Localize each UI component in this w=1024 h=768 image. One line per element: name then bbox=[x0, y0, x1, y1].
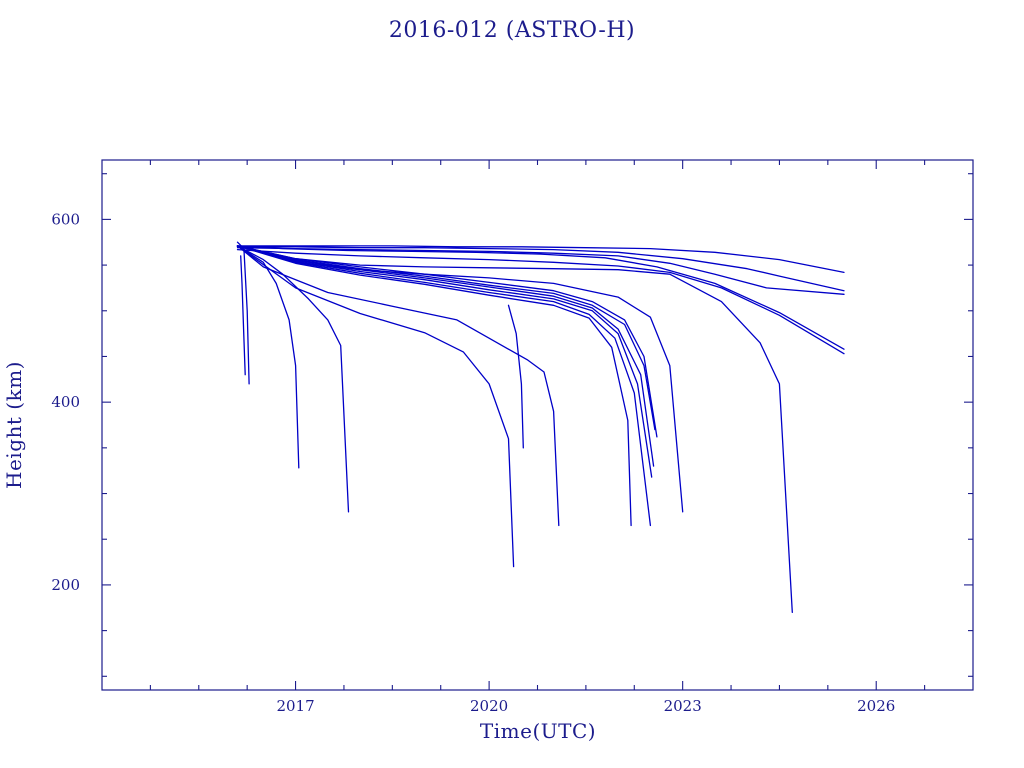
series-line-20 bbox=[240, 255, 246, 376]
axis-ticks bbox=[102, 160, 973, 690]
series-line-11 bbox=[236, 245, 632, 527]
x-axis-label: Time(UTC) bbox=[480, 719, 596, 743]
series-line-8 bbox=[236, 245, 655, 467]
y-tick-label: 400 bbox=[51, 393, 80, 411]
x-tick-label: 2023 bbox=[664, 697, 702, 715]
series-line-1 bbox=[236, 245, 845, 274]
series-line-15 bbox=[236, 245, 515, 568]
x-tick-label: 2017 bbox=[276, 697, 314, 715]
chart-title: 2016-012 (ASTRO-H) bbox=[389, 18, 635, 43]
series-line-18 bbox=[507, 304, 524, 449]
series-line-7 bbox=[236, 245, 656, 431]
series-line-3 bbox=[236, 247, 845, 295]
series-line-5 bbox=[236, 248, 845, 355]
series-line-4 bbox=[236, 245, 845, 350]
series-line-12 bbox=[236, 245, 684, 513]
series-line-13 bbox=[236, 245, 350, 513]
tick-labels: 2017 2020 2023 2026 200 400 600 bbox=[51, 210, 895, 715]
x-tick-label: 2020 bbox=[470, 697, 508, 715]
y-axis-label: Height (km) bbox=[2, 361, 26, 489]
series-group bbox=[236, 241, 845, 613]
y-tick-label: 200 bbox=[51, 576, 80, 594]
series-line-2 bbox=[236, 246, 845, 292]
series-line-14 bbox=[236, 245, 300, 469]
series-line-19 bbox=[236, 241, 250, 385]
x-tick-label: 2026 bbox=[857, 697, 895, 715]
series-line-16 bbox=[236, 245, 560, 527]
plot-frame bbox=[101, 159, 974, 691]
y-tick-label: 600 bbox=[51, 210, 80, 228]
series-line-6 bbox=[236, 245, 658, 438]
series-line-10 bbox=[236, 245, 652, 527]
series-line-17 bbox=[236, 245, 793, 613]
